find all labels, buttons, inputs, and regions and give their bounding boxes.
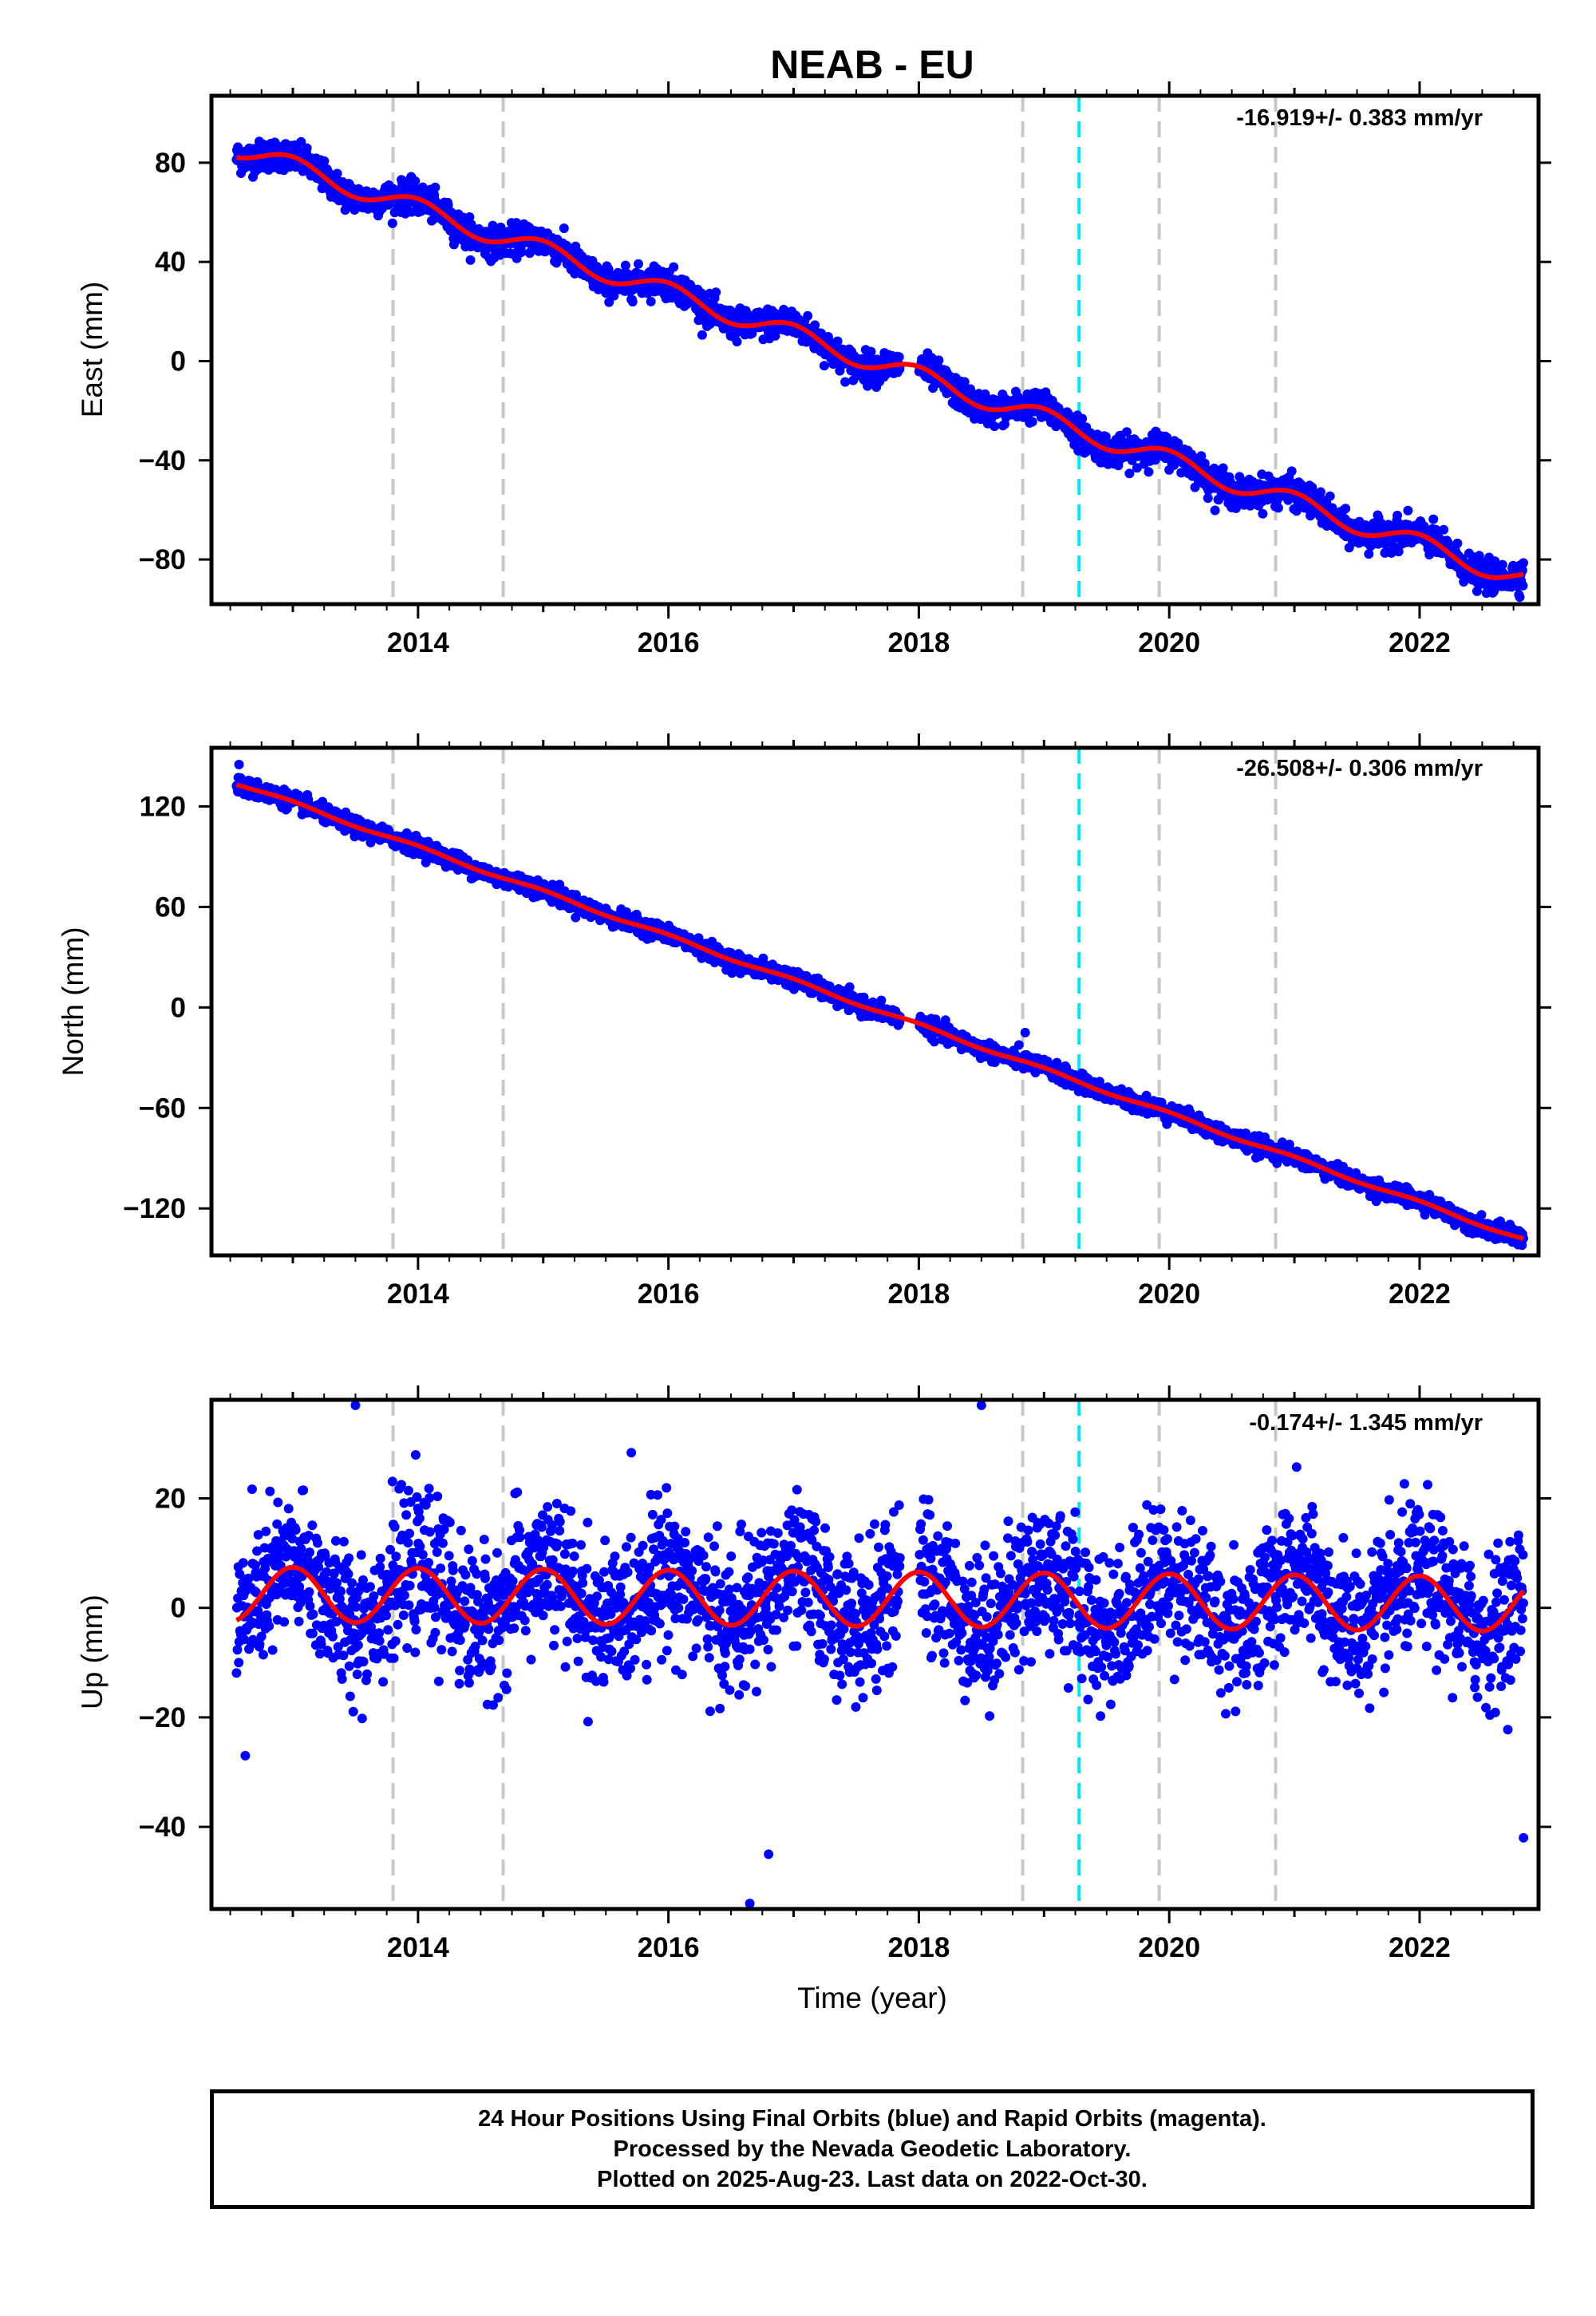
east-y-tick-label: 40 [155, 247, 186, 278]
east-data-point [302, 143, 312, 153]
east-data-point [465, 255, 476, 265]
east-data-point [1173, 438, 1183, 449]
east-y-tick-label: −40 [139, 445, 186, 476]
east-data-point [410, 176, 421, 186]
east-data-point [603, 264, 614, 275]
east-data-point [233, 142, 243, 152]
east-data-point [1364, 549, 1374, 559]
east-data-point [464, 212, 475, 222]
east-x-tick-label: 2018 [887, 627, 950, 658]
east-data-point [1132, 463, 1142, 473]
east-frame [209, 93, 1541, 607]
east-data-point [732, 337, 742, 347]
east-x-tick-label: 2016 [638, 627, 700, 658]
east-data-point [1393, 547, 1404, 557]
north-data-point [1013, 1040, 1024, 1050]
east-data-point [1325, 491, 1335, 501]
east-data-point [1077, 413, 1088, 424]
east-data-point [779, 304, 789, 314]
east-data-point [1144, 467, 1154, 477]
east-data-point [1474, 551, 1484, 561]
east-data-point [1196, 451, 1207, 461]
east-rate-label: -16.919+/- 0.383 mm/yr [1236, 105, 1483, 131]
east-data-point [1122, 427, 1132, 437]
east-data-point [319, 156, 330, 166]
east-data-point [1203, 493, 1213, 504]
east-data-point [711, 287, 721, 298]
east-data-point [866, 346, 876, 357]
east-model-line [236, 152, 1524, 580]
east-data-point [1403, 505, 1413, 516]
chart-title: NEAB - EU [770, 42, 974, 87]
east-data-layer [231, 136, 1528, 603]
east-data-point [634, 259, 643, 269]
east-data-point [840, 377, 851, 387]
east-data-point [627, 297, 638, 307]
east-x-tick-label: 2020 [1138, 627, 1200, 658]
east-data-point [559, 223, 569, 233]
east-data-point [810, 320, 820, 330]
east-x-tick-label: 2022 [1389, 627, 1451, 658]
east-data-point [697, 330, 707, 340]
east-data-point [620, 260, 630, 271]
east-data-point [1218, 463, 1228, 473]
east-data-point [1341, 504, 1351, 514]
east-data-point [516, 247, 527, 258]
east-data-point [1393, 510, 1402, 520]
time-series-figure: NEAB - EU 2014 2016 2018 2020 2022 −80 −40 0 40 8… [57, 42, 1551, 2014]
east-data-point [1515, 592, 1525, 603]
east-axis-label: East (mm) [76, 282, 109, 418]
east-data-point [1124, 468, 1135, 479]
east-data-point [832, 336, 843, 346]
east-data-point [1315, 487, 1325, 497]
east-data-point [296, 136, 306, 147]
east-data-point [1519, 558, 1528, 568]
east-y-tick-label: −80 [139, 544, 186, 575]
east-data-point [406, 207, 417, 217]
east-data-point [1518, 580, 1528, 591]
east-data-point [387, 218, 397, 228]
east-data-point [990, 421, 1000, 432]
east-data-point [1286, 466, 1297, 476]
east-y-tick-label: 80 [155, 148, 186, 179]
north-data-layer [231, 759, 1528, 1251]
east-x-tick-label: 2014 [387, 627, 449, 658]
east-y-tick-label: 0 [171, 346, 186, 377]
north-data-point [876, 995, 887, 1006]
east-data-point [934, 355, 944, 366]
east-data-point [803, 310, 813, 321]
east-data-point [696, 288, 706, 298]
east-data-point [1210, 505, 1220, 516]
east-data-point [894, 352, 904, 362]
north-data-point [929, 1037, 939, 1047]
east-data-point [669, 262, 679, 272]
east-data-point [1428, 514, 1439, 524]
east-data-point [1027, 417, 1037, 427]
east-data-point [1273, 503, 1283, 513]
east-data-point [959, 377, 970, 387]
east-data-point [819, 361, 829, 371]
east-panel: 2014 2016 2018 2020 2022 −80 −40 0 40 80 -16.919+… [76, 81, 1551, 658]
east-data-point [1452, 538, 1463, 548]
east-data-point [646, 296, 656, 306]
east-data-point [448, 239, 459, 250]
east-data-point [332, 168, 342, 179]
east-data-point [1258, 508, 1268, 519]
east-data-point [1439, 524, 1449, 535]
east-data-point [1497, 559, 1507, 570]
east-data-point [430, 182, 440, 192]
